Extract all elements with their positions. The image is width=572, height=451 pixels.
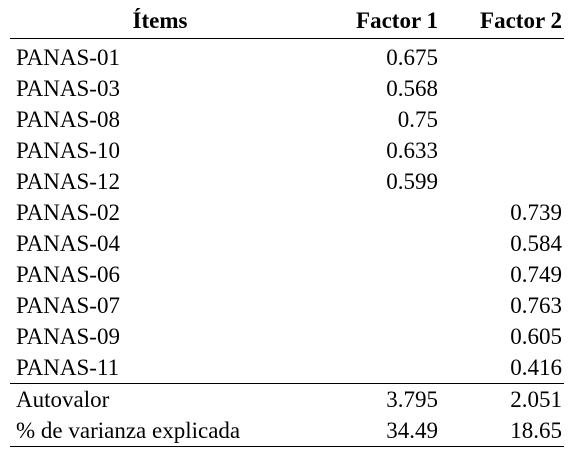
factor-2-value xyxy=(440,39,564,74)
table-row: PANAS-11 0.416 xyxy=(10,352,564,384)
factor-1-value xyxy=(310,321,440,352)
factor-2-value: 0.605 xyxy=(510,324,562,349)
item-name: PANAS-03 xyxy=(16,76,120,101)
factor-1-value xyxy=(310,352,440,384)
factor-1-value: 0.633 xyxy=(386,138,438,163)
table-header: Ítems Factor 1 Factor 2 xyxy=(10,4,564,39)
header-row: Ítems Factor 1 Factor 2 xyxy=(10,4,564,39)
factor-2-value: 0.416 xyxy=(510,355,562,380)
factor-loadings-table-wrap: Ítems Factor 1 Factor 2 PANAS-01 0.675 P… xyxy=(10,4,564,447)
factor-1-value: 0.75 xyxy=(397,107,438,132)
factor-2-value xyxy=(440,135,564,166)
factor-2-value xyxy=(440,166,564,197)
factor-2-value xyxy=(440,73,564,104)
factor-loadings-table: Ítems Factor 1 Factor 2 PANAS-01 0.675 P… xyxy=(10,4,564,447)
table-row: PANAS-12 0.599 xyxy=(10,166,564,197)
summary-label: % de varianza explicada xyxy=(16,418,241,443)
table-row: PANAS-02 0.739 xyxy=(10,197,564,228)
table-row: PANAS-04 0.584 xyxy=(10,228,564,259)
factor-2-value xyxy=(440,104,564,135)
factor-1-value: 3.795 xyxy=(386,387,438,412)
factor-1-value xyxy=(310,228,440,259)
summary-row-eigenvalue: Autovalor 3.795 2.051 xyxy=(10,383,564,416)
factor-1-value: 0.599 xyxy=(386,169,438,194)
item-name: PANAS-12 xyxy=(16,169,120,194)
factor-1-value: 0.675 xyxy=(386,45,438,70)
item-name: PANAS-11 xyxy=(16,355,120,380)
table-row: PANAS-06 0.749 xyxy=(10,259,564,290)
item-name: PANAS-04 xyxy=(16,231,120,256)
factor-1-value xyxy=(310,197,440,228)
item-name: PANAS-09 xyxy=(16,324,120,349)
factor-2-value: 0.763 xyxy=(510,293,562,318)
header-factor-1: Factor 1 xyxy=(356,8,438,33)
table-row: PANAS-10 0.633 xyxy=(10,135,564,166)
table-row: PANAS-03 0.568 xyxy=(10,73,564,104)
factor-1-value: 0.568 xyxy=(386,76,438,101)
item-name: PANAS-07 xyxy=(16,293,120,318)
factor-1-value xyxy=(310,290,440,321)
factor-2-value: 0.739 xyxy=(510,200,562,225)
table-row: PANAS-09 0.605 xyxy=(10,321,564,352)
table-body: PANAS-01 0.675 PANAS-03 0.568 PANAS-08 0… xyxy=(10,39,564,447)
item-name: PANAS-06 xyxy=(16,262,120,287)
factor-1-value: 34.49 xyxy=(386,418,438,443)
factor-2-value: 0.584 xyxy=(510,231,562,256)
item-name: PANAS-10 xyxy=(16,138,120,163)
summary-label: Autovalor xyxy=(16,387,110,412)
table-row: PANAS-07 0.763 xyxy=(10,290,564,321)
item-name: PANAS-01 xyxy=(16,45,120,70)
header-factor-2: Factor 2 xyxy=(480,8,562,33)
item-name: PANAS-02 xyxy=(16,200,120,225)
factor-1-value xyxy=(310,259,440,290)
table-row: PANAS-01 0.675 xyxy=(10,39,564,74)
factor-2-value: 18.65 xyxy=(510,418,562,443)
table-row: PANAS-08 0.75 xyxy=(10,104,564,135)
summary-row-variance: % de varianza explicada 34.49 18.65 xyxy=(10,415,564,447)
header-items: Ítems xyxy=(132,8,188,33)
factor-2-value: 2.051 xyxy=(510,387,562,412)
factor-2-value: 0.749 xyxy=(510,262,562,287)
item-name: PANAS-08 xyxy=(16,107,120,132)
